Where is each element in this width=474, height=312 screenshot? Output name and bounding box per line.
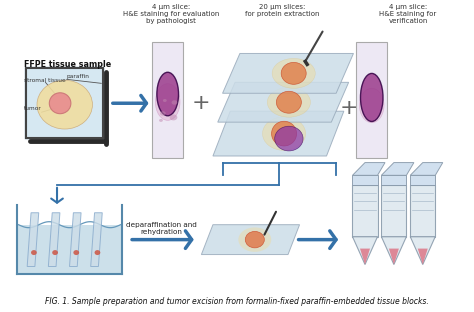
- Ellipse shape: [276, 91, 301, 113]
- Text: +: +: [192, 93, 211, 113]
- Polygon shape: [223, 53, 354, 93]
- Text: 20 μm slices:
for protein extraction: 20 μm slices: for protein extraction: [246, 4, 320, 17]
- Ellipse shape: [281, 62, 306, 84]
- Polygon shape: [389, 249, 399, 265]
- Text: paraffin: paraffin: [67, 74, 90, 79]
- Ellipse shape: [263, 117, 306, 150]
- Text: tumor: tumor: [24, 106, 42, 111]
- Polygon shape: [48, 213, 60, 266]
- Ellipse shape: [267, 87, 310, 117]
- FancyBboxPatch shape: [353, 175, 377, 185]
- Text: FIG. 1. Sample preparation and tumor excision from formalin-fixed paraffin-embed: FIG. 1. Sample preparation and tumor exc…: [45, 297, 429, 306]
- Text: deparaffination and
rehydration: deparaffination and rehydration: [126, 222, 196, 235]
- FancyBboxPatch shape: [382, 175, 406, 185]
- Polygon shape: [26, 68, 103, 138]
- Polygon shape: [27, 213, 39, 266]
- Ellipse shape: [272, 58, 315, 88]
- Ellipse shape: [359, 88, 384, 123]
- FancyBboxPatch shape: [24, 66, 105, 140]
- Ellipse shape: [155, 84, 180, 120]
- Ellipse shape: [245, 232, 264, 248]
- Ellipse shape: [361, 73, 383, 121]
- Ellipse shape: [272, 121, 297, 146]
- Ellipse shape: [94, 250, 100, 255]
- Text: +: +: [339, 98, 358, 118]
- Ellipse shape: [159, 119, 163, 122]
- Ellipse shape: [31, 250, 37, 255]
- FancyBboxPatch shape: [353, 185, 377, 236]
- Ellipse shape: [274, 126, 303, 151]
- Ellipse shape: [238, 227, 271, 252]
- Polygon shape: [218, 82, 349, 122]
- Polygon shape: [70, 213, 81, 266]
- FancyBboxPatch shape: [18, 225, 121, 274]
- Polygon shape: [360, 249, 370, 265]
- Polygon shape: [201, 225, 300, 255]
- Polygon shape: [418, 249, 428, 265]
- FancyBboxPatch shape: [152, 41, 183, 158]
- Polygon shape: [410, 163, 443, 175]
- Polygon shape: [410, 236, 435, 265]
- Polygon shape: [382, 163, 414, 175]
- FancyBboxPatch shape: [356, 41, 387, 158]
- Ellipse shape: [160, 111, 166, 116]
- Text: FFPE tissue sample: FFPE tissue sample: [24, 61, 111, 70]
- Polygon shape: [213, 111, 344, 156]
- Polygon shape: [382, 236, 406, 265]
- Ellipse shape: [172, 100, 177, 105]
- Ellipse shape: [163, 99, 167, 102]
- Ellipse shape: [170, 115, 177, 120]
- Ellipse shape: [37, 80, 92, 129]
- FancyBboxPatch shape: [410, 175, 435, 185]
- Polygon shape: [353, 236, 377, 265]
- Polygon shape: [353, 163, 385, 175]
- Ellipse shape: [52, 250, 58, 255]
- FancyBboxPatch shape: [382, 185, 406, 236]
- Text: 4 μm slice:
H&E staining for evaluation
by pathologist: 4 μm slice: H&E staining for evaluation …: [123, 4, 219, 24]
- Ellipse shape: [49, 93, 71, 114]
- Text: stromal tissue: stromal tissue: [24, 78, 66, 83]
- Polygon shape: [91, 213, 102, 266]
- Ellipse shape: [157, 72, 179, 116]
- Ellipse shape: [73, 250, 79, 255]
- FancyBboxPatch shape: [410, 185, 435, 236]
- Text: 4 μm slice:
H&E staining for
verification: 4 μm slice: H&E staining for verificatio…: [380, 4, 437, 24]
